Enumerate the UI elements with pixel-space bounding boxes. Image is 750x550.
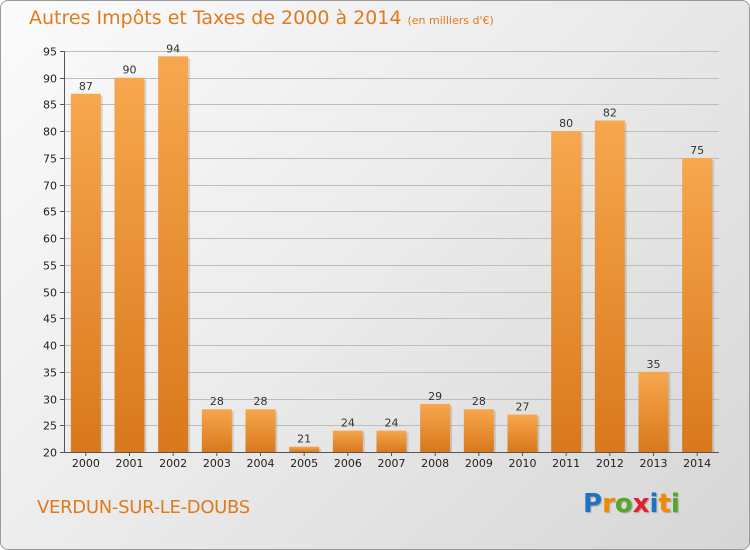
y-tick-label: 30 xyxy=(43,394,57,407)
y-tick-label: 55 xyxy=(43,260,57,273)
labels: 20 25 30 35 40 45 50 55 60 65 70 75 80 85 90 95 87 2000 90… xyxy=(43,42,711,470)
y-tick-label: 80 xyxy=(43,126,57,139)
logo-letter: o xyxy=(614,489,633,519)
bar-2010 xyxy=(507,414,538,452)
value-label-2004: 28 xyxy=(254,395,268,408)
bar-2013 xyxy=(638,371,669,452)
bar-2012 xyxy=(594,120,625,453)
bar-2001 xyxy=(114,77,145,452)
value-label-2005: 21 xyxy=(297,433,311,446)
x-tick-label-2011: 2011 xyxy=(552,457,580,470)
logo-letter: i xyxy=(649,489,659,519)
x-tick-label-2009: 2009 xyxy=(465,457,493,470)
logo-letter: i xyxy=(670,489,680,519)
value-label-2000: 87 xyxy=(79,80,93,93)
x-tick-label-2006: 2006 xyxy=(334,457,362,470)
x-tick-label-2002: 2002 xyxy=(159,457,187,470)
x-tick-label-2008: 2008 xyxy=(421,457,449,470)
y-tick-label: 40 xyxy=(43,340,57,353)
y-tick-label: 25 xyxy=(43,420,57,433)
bar-2003 xyxy=(201,409,232,452)
value-label-2003: 28 xyxy=(210,395,224,408)
y-tick-label: 75 xyxy=(43,153,57,166)
y-tick-label: 35 xyxy=(43,367,57,380)
commune-name: VERDUN-SUR-LE-DOUBS xyxy=(37,497,250,518)
bar-2014 xyxy=(682,157,713,452)
bar-2000 xyxy=(70,93,101,453)
x-tick-label-2003: 2003 xyxy=(203,457,231,470)
value-label-2012: 82 xyxy=(603,107,617,120)
bar-2007 xyxy=(376,430,407,452)
y-tick-label: 85 xyxy=(43,99,57,112)
bar-2002 xyxy=(158,56,189,452)
y-tick-label: 20 xyxy=(43,447,57,460)
y-tick-label: 45 xyxy=(43,313,57,326)
bar-2005 xyxy=(289,446,320,452)
y-tick-label: 70 xyxy=(43,180,57,193)
value-label-2002: 94 xyxy=(166,42,180,55)
chart-title-text: Autres Impôts et Taxes de 2000 à 2014 xyxy=(29,7,402,29)
logo-letter: x xyxy=(632,489,650,519)
value-label-2001: 90 xyxy=(123,64,137,77)
bar-2009 xyxy=(463,409,494,452)
value-label-2006: 24 xyxy=(341,417,355,430)
value-label-2013: 35 xyxy=(647,358,661,371)
bar-2008 xyxy=(420,403,451,452)
x-tick-label-2000: 2000 xyxy=(72,457,100,470)
x-tick-label-2004: 2004 xyxy=(247,457,275,470)
y-tick-label: 65 xyxy=(43,206,57,219)
value-label-2007: 24 xyxy=(385,417,399,430)
x-tick-label-2001: 2001 xyxy=(116,457,144,470)
x-tick-label-2005: 2005 xyxy=(290,457,318,470)
bar-2006 xyxy=(332,430,363,452)
logo-letter: P xyxy=(583,489,603,519)
value-label-2014: 75 xyxy=(690,144,704,157)
axes xyxy=(60,51,719,456)
x-tick-label-2007: 2007 xyxy=(378,457,406,470)
y-tick-label: 50 xyxy=(43,287,57,300)
y-tick-label: 60 xyxy=(43,233,57,246)
bar-2011 xyxy=(551,131,582,452)
x-tick-label-2010: 2010 xyxy=(509,457,537,470)
value-label-2009: 28 xyxy=(472,395,486,408)
x-tick-label-2013: 2013 xyxy=(640,457,668,470)
y-tick-label: 95 xyxy=(43,46,57,59)
chart-title: Autres Impôts et Taxes de 2000 à 2014 (en… xyxy=(29,7,494,29)
bars xyxy=(70,56,715,453)
y-tick-label: 90 xyxy=(43,73,57,86)
bar-2004 xyxy=(245,409,276,452)
value-label-2011: 80 xyxy=(559,117,573,130)
logo-letter: r xyxy=(602,489,615,519)
value-label-2008: 29 xyxy=(428,390,442,403)
x-tick-label-2014: 2014 xyxy=(683,457,711,470)
chart-subtitle: (en milliers d'€) xyxy=(407,14,494,27)
x-tick-label-2012: 2012 xyxy=(596,457,624,470)
proxiti-logo: Proxiti xyxy=(583,489,680,519)
value-label-2010: 27 xyxy=(516,401,530,414)
logo-letter: t xyxy=(658,489,671,519)
